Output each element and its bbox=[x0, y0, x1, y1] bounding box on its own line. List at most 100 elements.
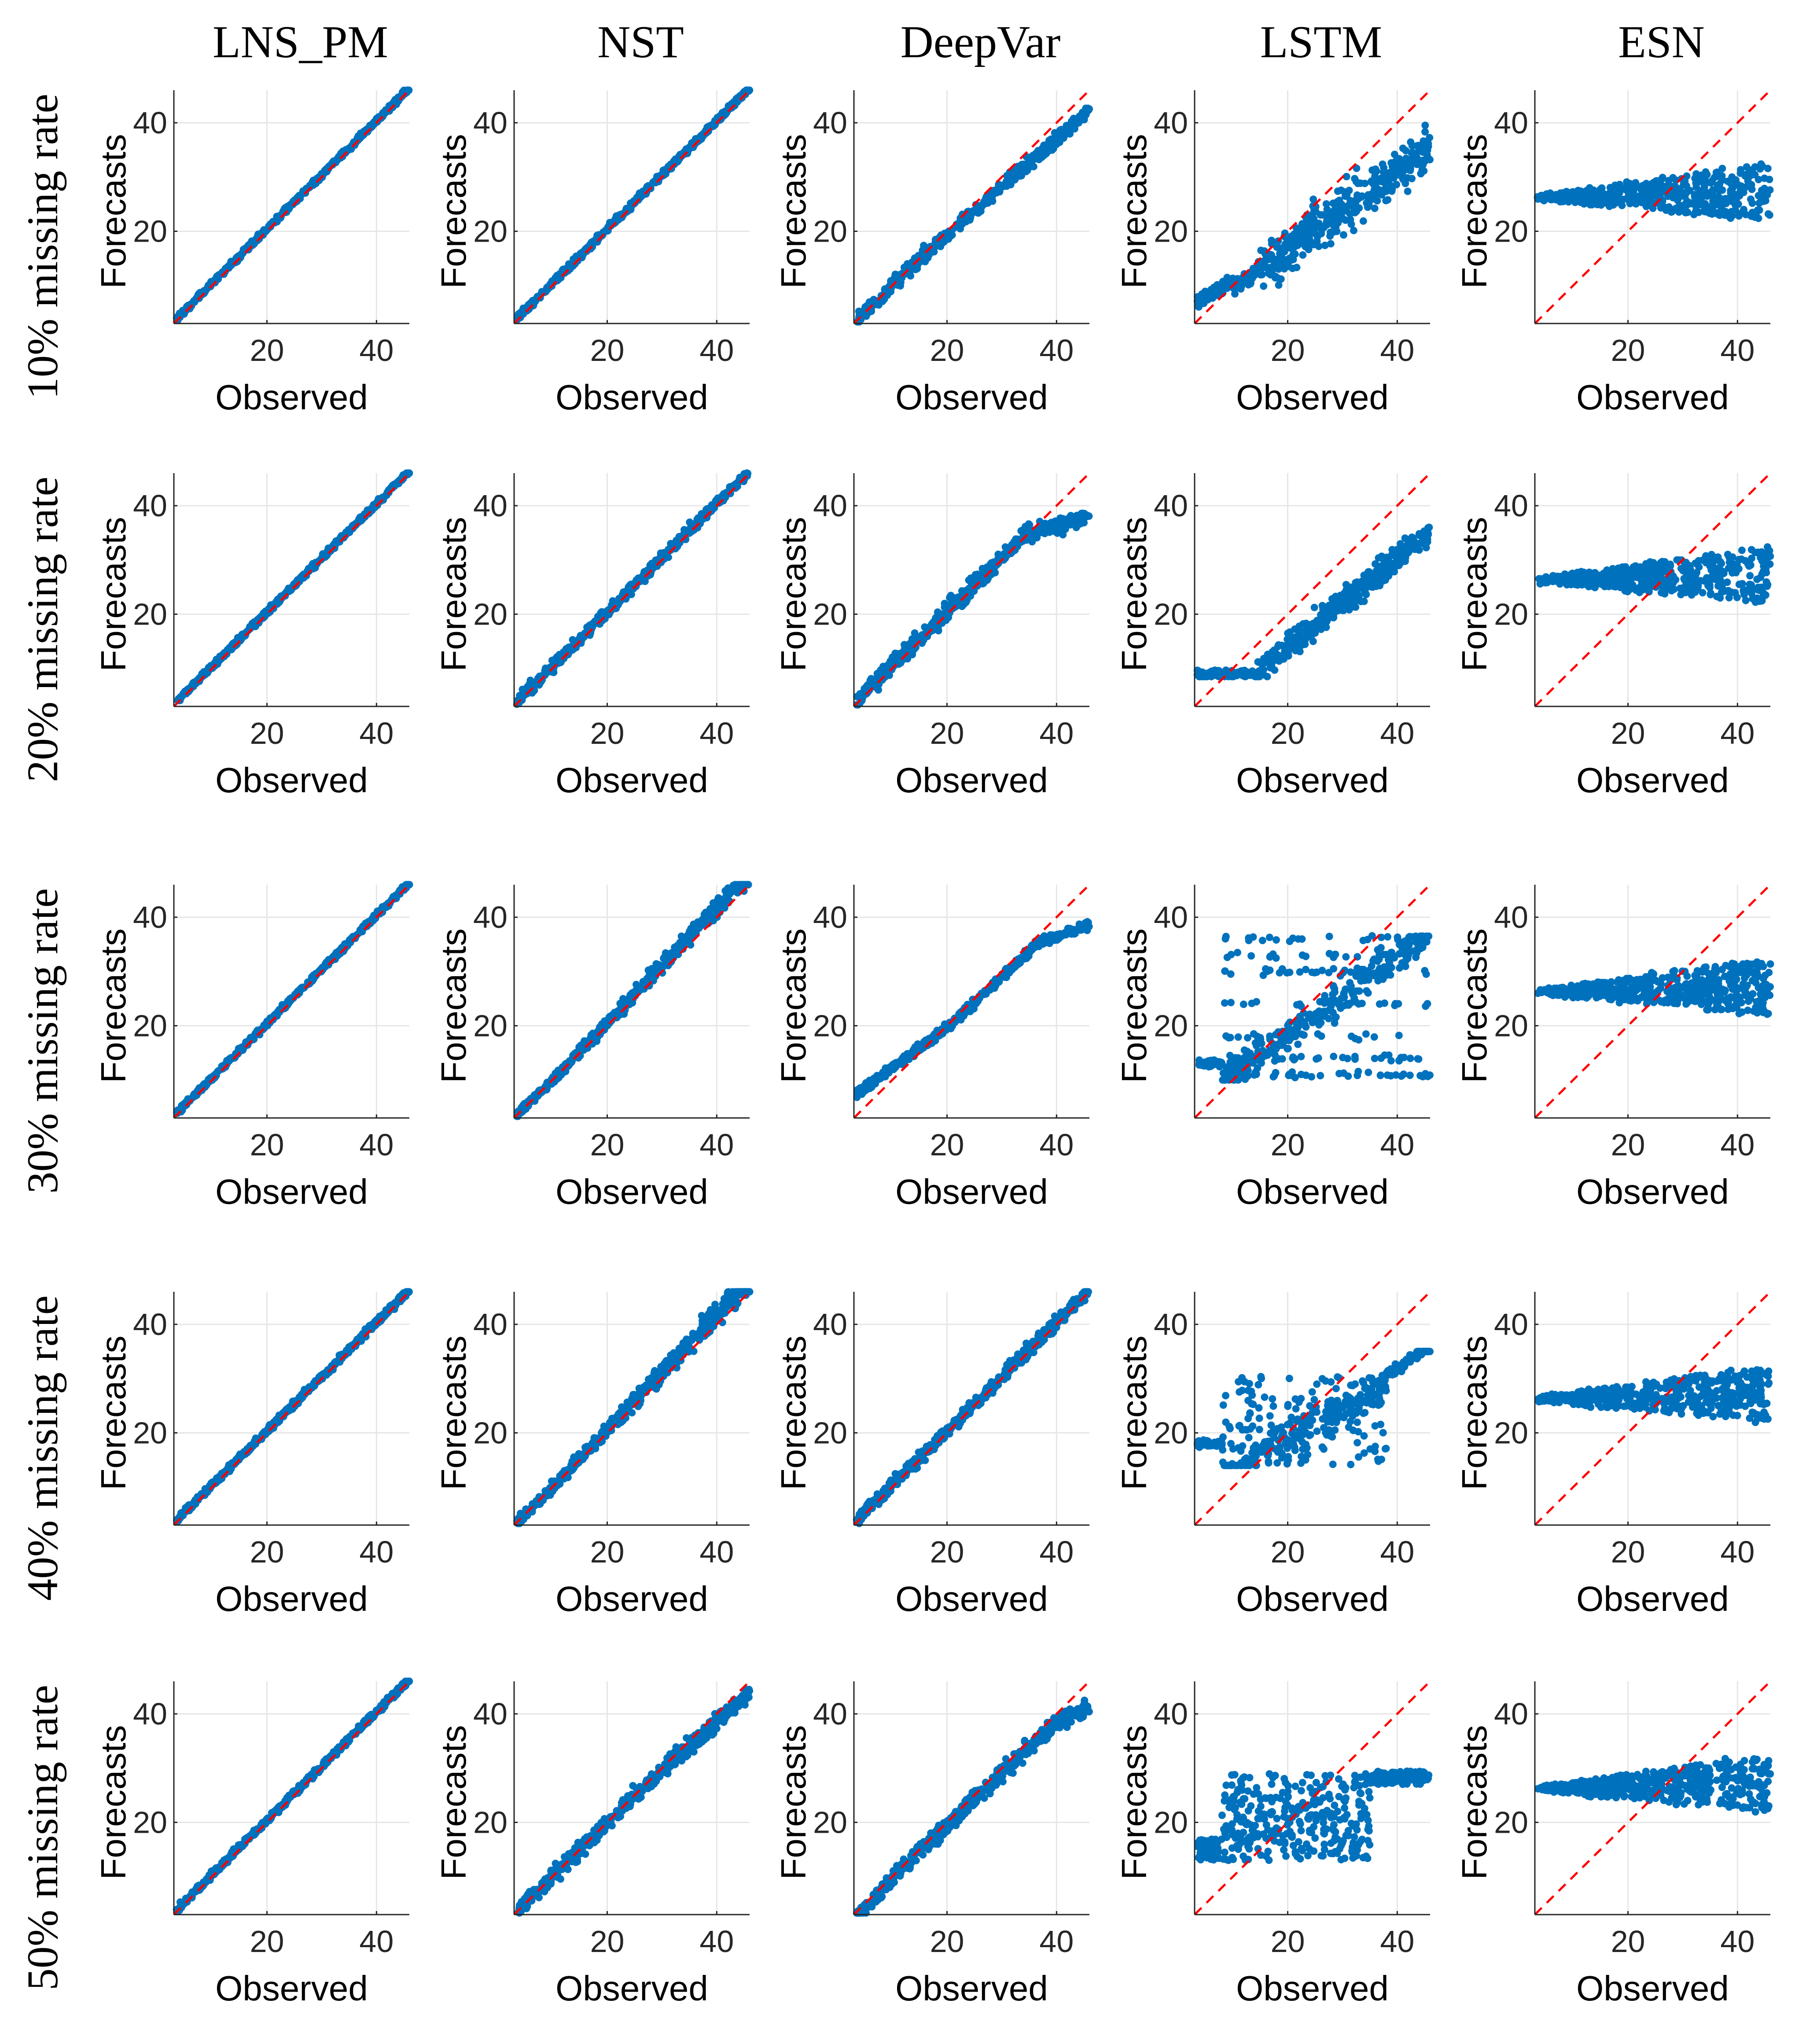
x-tick-label: 20 bbox=[250, 333, 284, 368]
y-axis-label: Forecasts bbox=[94, 517, 133, 671]
data-point bbox=[1378, 572, 1386, 580]
data-point bbox=[1345, 187, 1353, 195]
data-point bbox=[1394, 559, 1401, 566]
data-point bbox=[1294, 643, 1302, 650]
data-point bbox=[636, 574, 644, 582]
data-point bbox=[1384, 185, 1392, 193]
data-point bbox=[1271, 256, 1279, 264]
data-point bbox=[1387, 159, 1395, 167]
data-point bbox=[1700, 180, 1708, 187]
data-point bbox=[1764, 165, 1772, 173]
data-point bbox=[1692, 170, 1700, 178]
data-point bbox=[565, 646, 573, 654]
data-point bbox=[1333, 228, 1341, 235]
data-point bbox=[1350, 227, 1357, 235]
y-tick-label: 20 bbox=[1494, 214, 1528, 248]
data-point bbox=[1701, 204, 1708, 212]
data-point bbox=[1616, 188, 1624, 196]
data-point bbox=[1007, 176, 1015, 184]
data-point bbox=[1410, 153, 1418, 161]
data-point bbox=[1319, 224, 1327, 232]
data-point bbox=[1260, 282, 1268, 290]
data-point bbox=[1364, 195, 1372, 202]
data-point bbox=[1352, 603, 1360, 611]
data-point bbox=[1714, 210, 1721, 218]
data-point bbox=[1385, 174, 1393, 182]
y-axis-label: Forecasts bbox=[774, 134, 813, 288]
y-tick-label: 40 bbox=[133, 106, 167, 140]
data-point bbox=[395, 94, 403, 102]
data-point bbox=[1728, 173, 1736, 181]
data-point bbox=[1248, 669, 1256, 677]
data-point bbox=[1052, 526, 1060, 533]
data-point bbox=[1424, 530, 1432, 538]
data-point bbox=[1254, 265, 1262, 273]
data-point bbox=[1675, 208, 1683, 216]
data-point bbox=[1736, 166, 1744, 174]
y-tick-label: 20 bbox=[133, 597, 167, 631]
data-point bbox=[1330, 219, 1338, 227]
data-point bbox=[988, 563, 996, 571]
data-point bbox=[1268, 662, 1276, 670]
data-point bbox=[1078, 510, 1085, 518]
reference-line bbox=[513, 89, 750, 324]
column-title: LSTM bbox=[1260, 17, 1382, 67]
data-point bbox=[1406, 546, 1414, 554]
data-point bbox=[947, 592, 955, 599]
data-point bbox=[552, 276, 560, 284]
data-point bbox=[1390, 151, 1398, 158]
data-point bbox=[1408, 175, 1416, 183]
x-tick-label: 40 bbox=[699, 333, 734, 368]
data-point bbox=[275, 213, 283, 221]
data-point bbox=[1607, 184, 1615, 192]
data-point bbox=[1274, 643, 1282, 651]
data-point bbox=[1336, 594, 1344, 602]
data-point bbox=[1085, 105, 1093, 113]
column-title: LNS_PM bbox=[213, 17, 388, 67]
data-point bbox=[996, 188, 1004, 196]
data-point bbox=[1313, 237, 1321, 245]
data-point bbox=[1265, 269, 1273, 277]
data-point bbox=[1736, 210, 1744, 217]
data-point bbox=[1402, 147, 1410, 154]
data-point bbox=[1748, 209, 1756, 217]
data-point bbox=[893, 273, 901, 281]
data-point bbox=[1692, 207, 1699, 215]
x-axis-label: Observed bbox=[1236, 378, 1389, 417]
data-point bbox=[745, 86, 753, 94]
data-point bbox=[1021, 167, 1029, 175]
data-point bbox=[1703, 171, 1711, 179]
data-point bbox=[1310, 206, 1318, 214]
data-point bbox=[1359, 217, 1367, 225]
data-point bbox=[1354, 191, 1361, 199]
data-point bbox=[1597, 189, 1605, 197]
x-axis-label: Observed bbox=[215, 761, 368, 800]
data-point bbox=[1421, 121, 1429, 129]
data-point bbox=[1421, 128, 1429, 136]
data-point bbox=[309, 178, 316, 186]
data-point bbox=[1724, 196, 1732, 204]
data-point bbox=[1393, 180, 1401, 188]
data-point bbox=[235, 252, 243, 260]
data-point bbox=[1655, 181, 1663, 189]
data-point bbox=[356, 133, 364, 140]
data-point bbox=[1365, 579, 1373, 587]
x-tick-label: 40 bbox=[1720, 333, 1755, 368]
x-tick-label: 20 bbox=[590, 716, 625, 750]
data-point bbox=[1278, 244, 1286, 252]
x-tick-label: 20 bbox=[250, 716, 284, 750]
x-tick-label: 20 bbox=[1271, 333, 1305, 368]
data-point bbox=[1384, 196, 1392, 204]
data-point bbox=[1297, 627, 1305, 635]
data-point bbox=[1362, 570, 1370, 578]
data-point bbox=[655, 174, 663, 181]
x-tick-label: 20 bbox=[930, 716, 964, 750]
data-point bbox=[259, 229, 267, 237]
data-point bbox=[1710, 201, 1718, 209]
y-tick-label: 20 bbox=[133, 214, 167, 248]
row-label: 30% missing rate bbox=[18, 888, 67, 1194]
data-point bbox=[1351, 204, 1359, 212]
data-point bbox=[1299, 251, 1307, 259]
